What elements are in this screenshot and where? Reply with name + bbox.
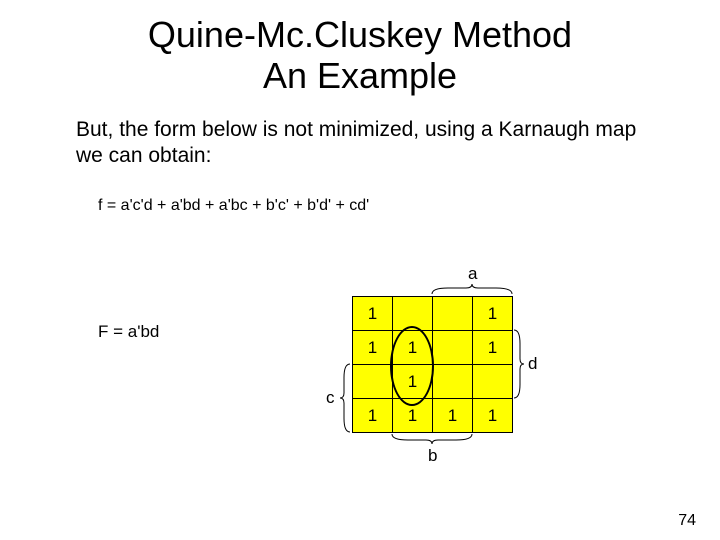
intro-text: But, the form below is not minimized, us… (76, 117, 644, 170)
result-text: F = a'bd (98, 322, 159, 342)
axis-label-b: b (428, 446, 437, 466)
kmap-container: 1 1 1 1 1 1 1 1 1 1 a d c b (352, 296, 513, 433)
formula-text: f = a'c'd + a'bd + a'bc + b'c' + b'd' + … (98, 197, 720, 215)
title-line-1: Quine-Mc.Cluskey Method (148, 14, 572, 55)
page-number: 74 (678, 512, 696, 530)
brace-b (322, 266, 542, 462)
page-title: Quine-Mc.Cluskey Method An Example (0, 0, 720, 97)
title-line-2: An Example (263, 55, 457, 96)
